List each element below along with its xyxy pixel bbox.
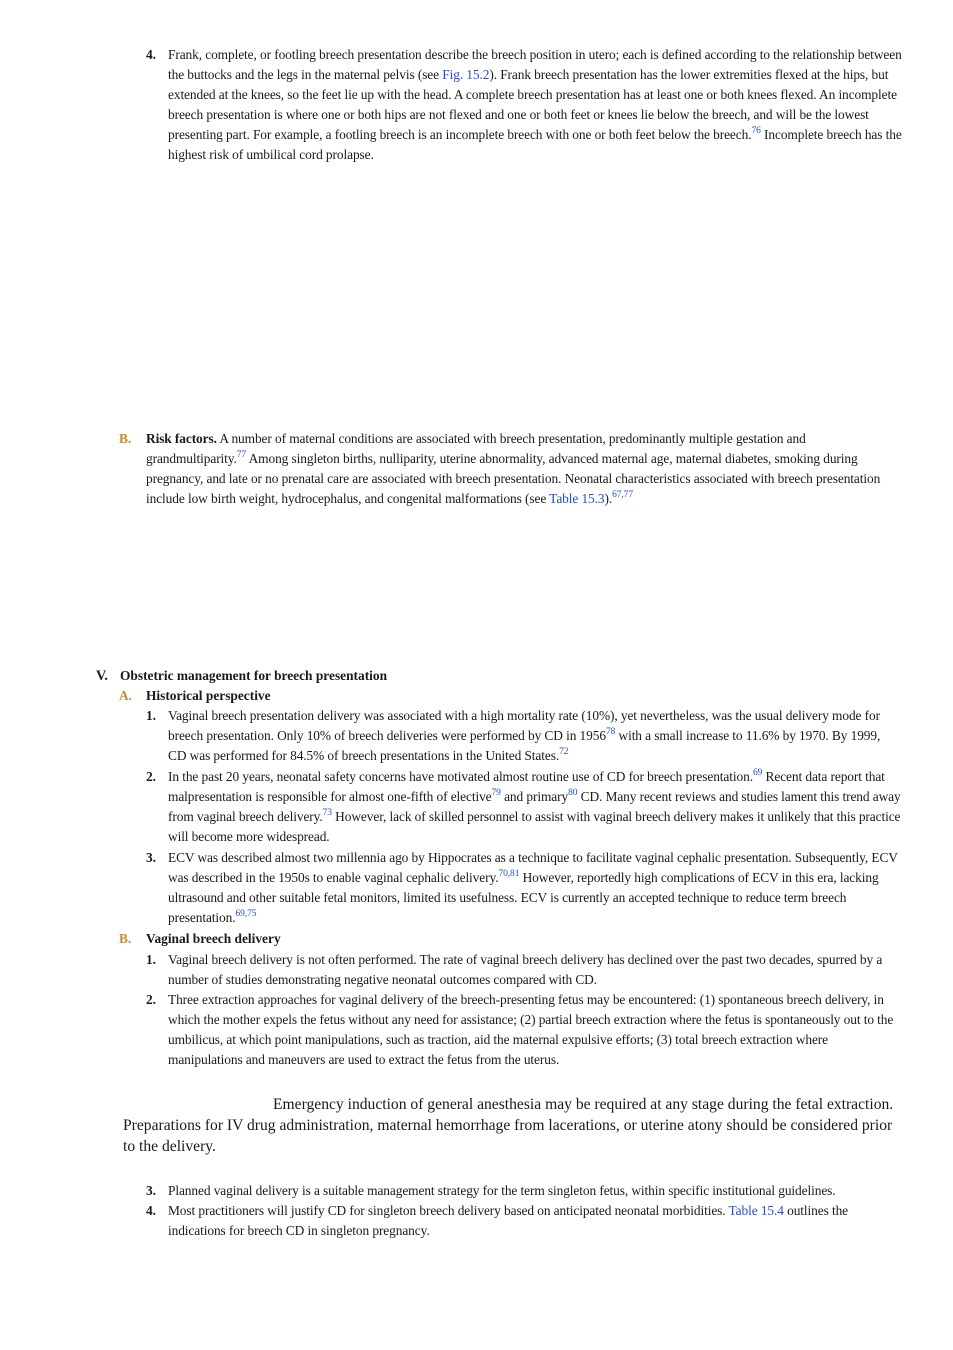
subsection-letter: B. xyxy=(119,931,132,946)
list-number: 2. xyxy=(146,769,156,784)
reference-link[interactable]: 69 xyxy=(752,768,763,778)
reference-link[interactable]: 70,81 xyxy=(498,869,520,879)
section-title: Risk factors. xyxy=(146,431,217,446)
reference-link[interactable]: 78 xyxy=(605,727,616,737)
section-letter: B. xyxy=(119,431,132,446)
list-item-text: Three extraction approaches for vaginal … xyxy=(168,992,894,1067)
list-item-text: In the past 20 years, neonatal safety co… xyxy=(168,768,901,844)
list-number: 4. xyxy=(146,47,156,62)
list-number: 3. xyxy=(146,1183,156,1198)
clinical-pearl-callout: Emergency induction of general anesthesi… xyxy=(123,1096,894,1155)
list-number: 2. xyxy=(146,992,156,1007)
reference-link[interactable]: 69,75 xyxy=(235,909,257,919)
table-link[interactable]: Table 15.4 xyxy=(728,1203,784,1218)
subsection-heading: Vaginal breech delivery xyxy=(146,931,281,946)
reference-link[interactable]: 76 xyxy=(751,126,761,136)
list-item-text: Vaginal breech presentation delivery was… xyxy=(168,708,881,763)
subsection-heading: Historical perspective xyxy=(146,688,271,703)
list-number: 1. xyxy=(146,708,156,723)
list-item-text: ECV was described almost two millennia a… xyxy=(168,850,898,925)
reference-link[interactable]: 80 xyxy=(568,788,578,798)
reference-link[interactable]: 77 xyxy=(236,450,247,460)
section-number: V. xyxy=(96,668,108,684)
table-link[interactable]: Table 15.3 xyxy=(549,491,605,506)
figure-link[interactable]: Fig. 15.2 xyxy=(442,67,490,82)
reference-link[interactable]: 73 xyxy=(322,808,332,818)
list-item-text: Most practitioners will justify CD for s… xyxy=(168,1203,849,1238)
list-number: 4. xyxy=(146,1203,156,1218)
list-item-text: Planned vaginal delivery is a suitable m… xyxy=(168,1183,836,1198)
list-number: 3. xyxy=(146,850,156,865)
list-item-text: Vaginal breech delivery is not often per… xyxy=(168,952,883,987)
section-heading: Obstetric management for breech presenta… xyxy=(120,668,388,683)
subsection-letter: A. xyxy=(119,688,133,703)
list-number: 1. xyxy=(146,952,156,967)
reference-link[interactable]: 72 xyxy=(559,747,569,757)
reference-link[interactable]: 67,77 xyxy=(612,490,633,500)
reference-link[interactable]: 79 xyxy=(491,788,501,798)
list-item-text: Frank, complete, or footling breech pres… xyxy=(168,47,902,162)
risk-factors-text: Risk factors. A number of maternal condi… xyxy=(146,431,881,506)
